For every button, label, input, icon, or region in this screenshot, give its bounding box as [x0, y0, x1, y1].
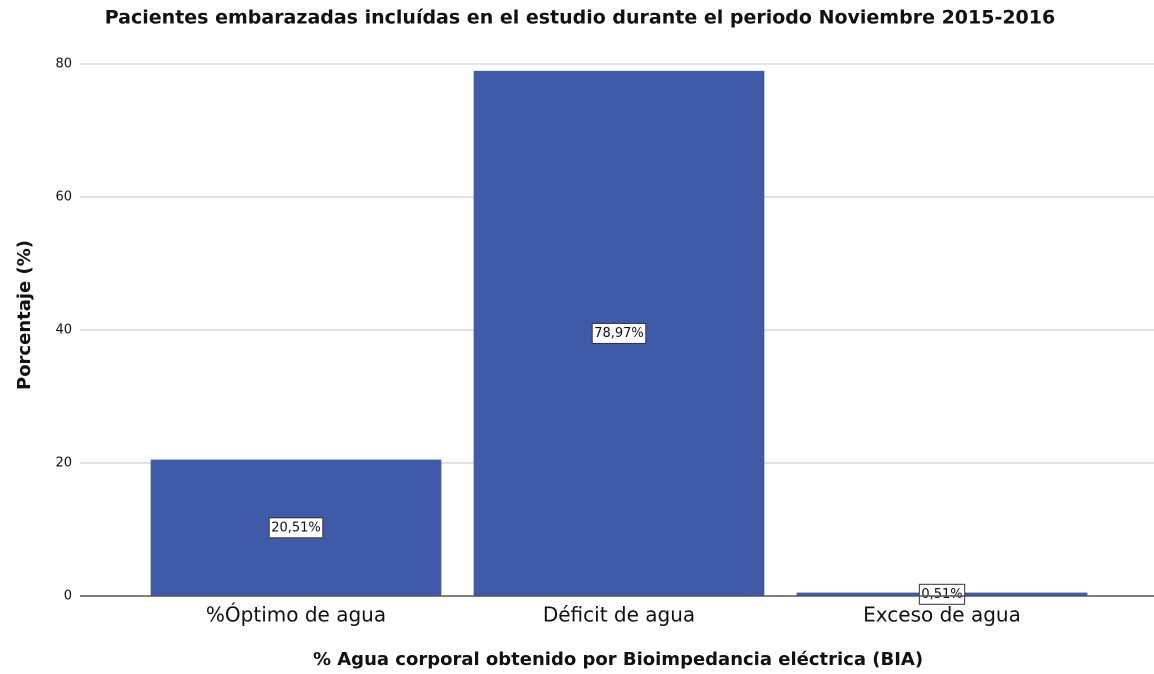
value-label: 20,51%: [271, 520, 321, 535]
x-tick-label: Exceso de agua: [863, 603, 1021, 627]
value-label-box: [918, 583, 966, 605]
y-tick-label: 40: [55, 323, 72, 338]
value-label-box: [268, 517, 324, 539]
x-axis-label: % Agua corporal obtenido por Bioimpedanc…: [313, 649, 923, 670]
chart-title: Pacientes embarazadas incluídas en el es…: [105, 7, 1055, 29]
y-axis-label: Porcentaje (%): [14, 240, 35, 390]
y-tick-label: 80: [55, 57, 72, 72]
y-tick-label: 20: [55, 456, 72, 471]
value-label: 0,51%: [921, 587, 962, 602]
value-label-box: [591, 322, 647, 344]
x-tick-label: Déficit de agua: [543, 603, 695, 627]
value-label: 78,97%: [594, 326, 644, 341]
x-tick-label: %Óptimo de agua: [206, 603, 386, 627]
y-tick-label: 60: [55, 190, 72, 205]
y-tick-label: 0: [64, 589, 72, 604]
